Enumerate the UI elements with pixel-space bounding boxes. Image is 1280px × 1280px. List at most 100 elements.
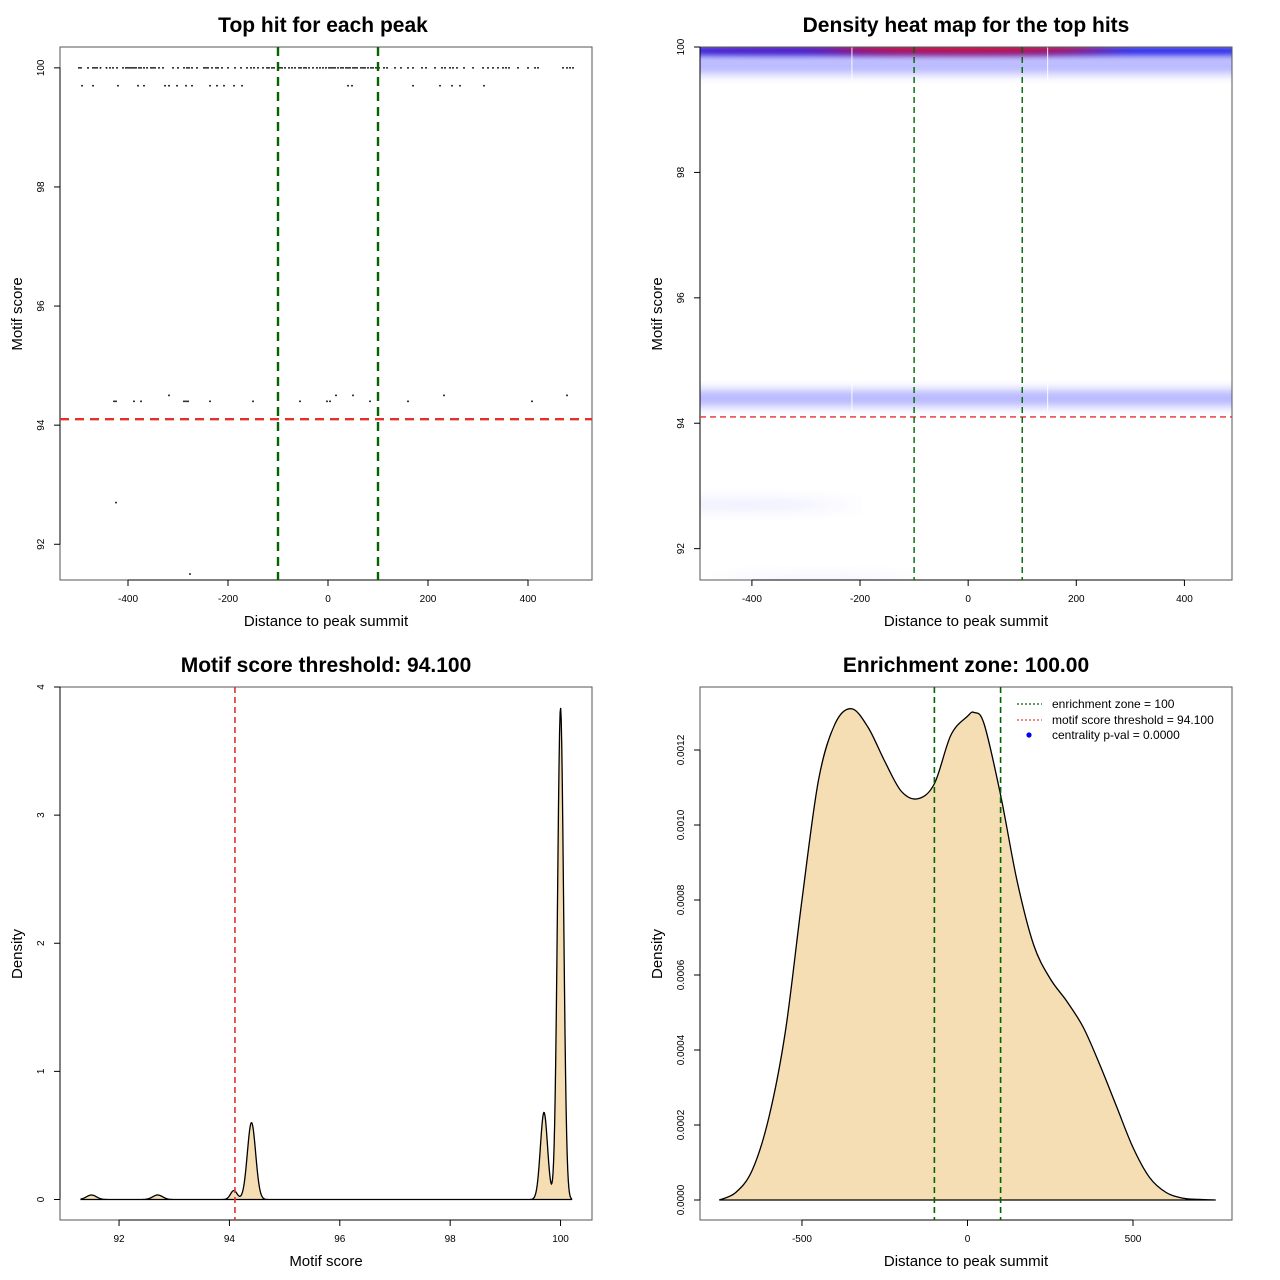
data-point (150, 67, 152, 69)
y-tick-label: 0.0010 (676, 809, 687, 840)
x-tick-label: 0 (325, 594, 331, 605)
panel-score-density: Motif score threshold: 94.100 92 94 96 98 10… (9, 654, 593, 1270)
data-point (168, 394, 170, 397)
data-point (449, 67, 451, 69)
legend-label-centrality: centrality p-val = 0.0000 (1052, 728, 1180, 742)
data-point (335, 394, 337, 397)
data-point (146, 67, 148, 69)
data-point (203, 67, 205, 69)
data-point (342, 67, 344, 69)
density-fill (80, 707, 572, 1200)
panel-heatmap: Density heat map for the top hits -400 -2… (649, 14, 1233, 630)
data-point (257, 67, 259, 69)
x-axis-label: Distance to peak summit (244, 613, 409, 630)
y-tick-label: 0.0002 (676, 1109, 687, 1140)
data-point (253, 67, 255, 69)
data-point (330, 67, 332, 69)
panel-top-hit: Top hit for each peak -400 -200 0 200 400 92… (9, 14, 593, 630)
data-point (189, 573, 191, 575)
x-axis: -400 -200 0 200 400 (118, 579, 537, 605)
data-point (115, 400, 117, 403)
data-point (325, 67, 327, 69)
data-point (113, 400, 115, 403)
data-point (517, 67, 519, 69)
data-point (273, 67, 275, 69)
density-line (80, 707, 573, 1201)
data-point (176, 84, 178, 87)
x-axis-label: Distance to peak summit (884, 613, 1049, 630)
legend-label-score-threshold: motif score threshold = 94.100 (1052, 713, 1214, 727)
data-point (168, 84, 170, 87)
data-point (131, 67, 133, 69)
data-point (407, 67, 409, 69)
data-point (412, 84, 414, 87)
data-point (421, 67, 423, 69)
data-point (456, 67, 458, 69)
density-curve (80, 707, 573, 1201)
y-tick-label: 3 (36, 812, 47, 818)
data-point (566, 394, 568, 397)
data-point (117, 84, 119, 87)
x-tick-label: 96 (334, 1234, 346, 1245)
y-tick-label: 100 (36, 59, 47, 76)
data-point (319, 67, 321, 69)
data-point (434, 67, 436, 69)
data-point (80, 67, 82, 69)
data-point (443, 394, 445, 397)
data-point (217, 67, 219, 69)
y-tick-label: 96 (676, 292, 687, 304)
density-hotspot (828, 47, 1109, 54)
data-point (370, 67, 372, 69)
scatter-points (78, 67, 574, 575)
chart-title: Motif score threshold: 94.100 (181, 654, 472, 677)
data-point (209, 84, 211, 87)
data-point (508, 67, 510, 69)
data-point (312, 67, 314, 69)
data-point (216, 84, 218, 87)
y-axis-label: Density (9, 928, 26, 979)
y-tick-label: 94 (36, 419, 47, 431)
x-axis: -500 0 500 (792, 1219, 1142, 1245)
y-tick-label: 92 (676, 543, 687, 555)
data-point (308, 67, 310, 69)
data-point (444, 67, 446, 69)
y-tick-label: 98 (36, 181, 47, 193)
data-point (347, 67, 349, 69)
data-point (394, 67, 396, 69)
data-point (352, 394, 354, 397)
plot-frame (59, 46, 593, 581)
data-point (294, 67, 296, 69)
data-point (483, 84, 485, 87)
chart-title: Enrichment zone: 100.00 (843, 654, 1089, 677)
x-tick-label: 400 (520, 594, 537, 605)
data-point (487, 67, 489, 69)
data-point (164, 84, 166, 87)
data-point (187, 400, 189, 403)
data-point (412, 67, 414, 69)
data-point (349, 67, 351, 69)
data-point (300, 67, 302, 69)
data-point (143, 84, 145, 87)
data-point (125, 67, 127, 69)
y-tick-label: 0.0012 (676, 734, 687, 765)
data-point (185, 84, 187, 87)
data-point (143, 67, 145, 69)
data-point (92, 67, 94, 69)
x-tick-label: 100 (552, 1234, 569, 1245)
x-tick-label: 500 (1125, 1234, 1142, 1245)
data-point (425, 67, 427, 69)
data-point (347, 84, 349, 87)
x-tick-label: 94 (224, 1234, 236, 1245)
data-point (133, 400, 135, 403)
chart-title: Density heat map for the top hits (803, 14, 1130, 37)
data-point (185, 400, 187, 403)
data-point (137, 84, 139, 87)
data-point (316, 67, 318, 69)
data-point (502, 67, 504, 69)
data-point (291, 67, 293, 69)
data-point (122, 67, 124, 69)
data-point (211, 67, 213, 69)
data-point (441, 67, 443, 69)
data-point (152, 67, 154, 69)
data-point (505, 67, 507, 69)
